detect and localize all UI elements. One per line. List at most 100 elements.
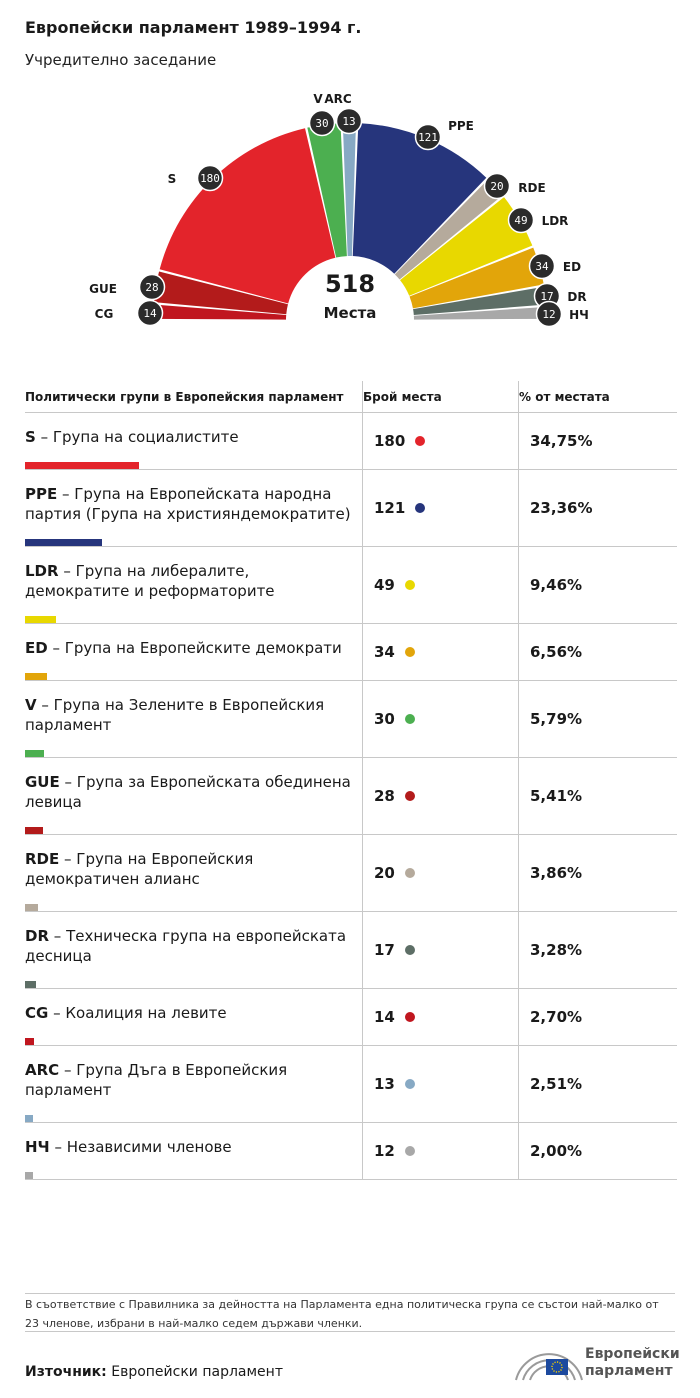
logo-text: Европейски парламент: [585, 1346, 680, 1380]
group-abbr: CG: [25, 1004, 49, 1022]
group-cell: CG – Коалиция на левите: [25, 988, 363, 1046]
group-share-bar: [25, 1115, 33, 1122]
seat-badge-value-S: 180: [200, 172, 220, 185]
logo-line-1: Европейски: [585, 1346, 680, 1362]
note-bottom-rule: [25, 1331, 675, 1332]
table-row: ARC – Група Дъга в Европейския парламент…: [25, 1045, 677, 1123]
note-top-rule: [25, 1293, 675, 1294]
group-cell: PPE – Група на Европейската народна парт…: [25, 469, 363, 547]
seat-badge-value-ED: 34: [535, 260, 549, 273]
group-abbr: PPE: [25, 485, 58, 503]
group-pct: 5,41%: [530, 787, 583, 805]
group-name: Техническа група на европейската десница: [25, 927, 347, 965]
seats-cell: 12: [362, 1122, 519, 1180]
table-row: GUE – Група за Европейската обединена ле…: [25, 757, 677, 835]
table-row: RDE – Група на Европейския демократичен …: [25, 834, 677, 912]
seat-badge-ARC: [335, 107, 363, 135]
group-color-dot: [404, 1146, 415, 1156]
group-cell: ED – Група на Европейските демократи: [25, 623, 363, 681]
table-row: PPE – Група на Европейската народна парт…: [25, 469, 677, 547]
group-label-PPE: PPE: [448, 119, 474, 133]
seat-badge-ED: [528, 252, 556, 280]
hemicycle-segment-ED: [409, 247, 544, 309]
header-seats: Брой места: [362, 381, 519, 413]
table-row: DR – Техническа група на европейската де…: [25, 911, 677, 989]
total-seats-label: Места: [324, 304, 377, 322]
table-row: S – Група на социалистите 180 34,75%: [25, 412, 677, 470]
group-cell: DR – Техническа група на европейската де…: [25, 911, 363, 989]
group-seats: 30: [374, 710, 395, 728]
group-cell: RDE – Група на Европейския демократичен …: [25, 834, 363, 912]
group-name: Коалиция на левите: [65, 1004, 227, 1022]
group-label-V: V: [313, 92, 323, 106]
table-row: V – Група на Зелените в Европейския парл…: [25, 680, 677, 758]
seat-badge-value-PPE: 121: [418, 131, 438, 144]
seats-cell: 14: [362, 988, 519, 1046]
hemicycle-segment-CG: [153, 304, 287, 320]
header-group: Политически групи в Европейския парламен…: [25, 381, 363, 413]
group-abbr: ED: [25, 639, 48, 657]
group-label-RDE: RDE: [518, 181, 545, 195]
pct-cell: 34,75%: [518, 412, 677, 470]
group-name: Независими членове: [66, 1138, 232, 1156]
group-color-dot: [404, 1012, 415, 1022]
group-color-dot: [415, 436, 426, 446]
group-share-bar: [25, 462, 139, 469]
group-name: Група на Европейските демократи: [64, 639, 342, 657]
group-color-dot: [404, 1079, 415, 1089]
group-name: Група на либералите, демократите и рефор…: [25, 562, 275, 600]
group-name: Група на социалистите: [52, 428, 239, 446]
group-color-dot: [404, 647, 415, 657]
group-seats: 121: [374, 499, 406, 517]
pct-cell: 3,28%: [518, 911, 677, 989]
seat-badge-value-DR: 17: [540, 290, 553, 303]
group-share-bar: [25, 1172, 33, 1179]
parliament-logo-icon: [515, 1353, 583, 1381]
groups-table-body: S – Група на социалистите 180 34,75% PPE – …: [25, 412, 677, 1180]
group-seats: 12: [374, 1142, 395, 1160]
group-pct: 6,56%: [530, 643, 583, 661]
seat-badge-value-НЧ: 12: [542, 308, 555, 321]
hemicycle-segment-V: [307, 123, 347, 258]
seat-badge-RDE: [483, 172, 511, 200]
seat-badge-value-LDR: 49: [514, 214, 527, 227]
group-seats: 17: [374, 941, 395, 959]
group-abbr: ARC: [25, 1061, 60, 1079]
pct-cell: 6,56%: [518, 623, 677, 681]
group-label-LDR: LDR: [542, 214, 569, 228]
group-cell: GUE – Група за Европейската обединена ле…: [25, 757, 363, 835]
seats-cell: 17: [362, 911, 519, 989]
group-label-GUE: GUE: [89, 282, 117, 296]
hemicycle-segment-RDE: [394, 179, 503, 280]
group-abbr: S: [25, 428, 36, 446]
table-header-row: Политически групи в Европейския парламен…: [25, 381, 677, 413]
group-cell: LDR – Група на либералите, демократите и…: [25, 546, 363, 624]
hemicycle-segment-PPE: [352, 123, 487, 274]
hemicycle-segment-LDR: [400, 197, 533, 296]
group-label-НЧ: НЧ: [569, 308, 589, 322]
group-pct: 2,00%: [530, 1142, 583, 1160]
group-cell: S – Група на социалистите: [25, 412, 363, 470]
seat-badge-value-GUE: 28: [145, 281, 158, 294]
hemicycle-segment-S: [159, 128, 336, 304]
group-label-ARC: ARC: [324, 92, 352, 106]
group-pct: 23,36%: [530, 499, 593, 517]
group-abbr: DR: [25, 927, 50, 945]
hemicycle-chart: 14 CG 28 GUE 180 S 30 V 13 ARC 121 PPE 20 RDE 49 LDR 34 E…: [89, 92, 589, 328]
total-seats: 518: [325, 270, 375, 298]
group-abbr: LDR: [25, 562, 59, 580]
seats-cell: 28: [362, 757, 519, 835]
header-pct: % от местата: [518, 381, 677, 413]
group-label-CG: CG: [95, 307, 114, 321]
pct-cell: 2,51%: [518, 1045, 677, 1123]
footnote: В съответствие с Правилника за дейността…: [25, 1298, 659, 1330]
group-name: Група за Европейската обединена левица: [25, 773, 351, 811]
group-name: Група на Европейския демократичен алианс: [25, 850, 254, 888]
group-pct: 3,28%: [530, 941, 583, 959]
group-pct: 2,70%: [530, 1008, 583, 1026]
chart-subtitle: Учредително заседание: [25, 51, 217, 69]
group-seats: 13: [374, 1075, 395, 1093]
groups-table: Политически групи в Европейския парламен…: [25, 381, 677, 1180]
table-row: LDR – Група на либералите, демократите и…: [25, 546, 677, 624]
group-name: Група на Европейската народна партия (Гр…: [25, 485, 351, 523]
